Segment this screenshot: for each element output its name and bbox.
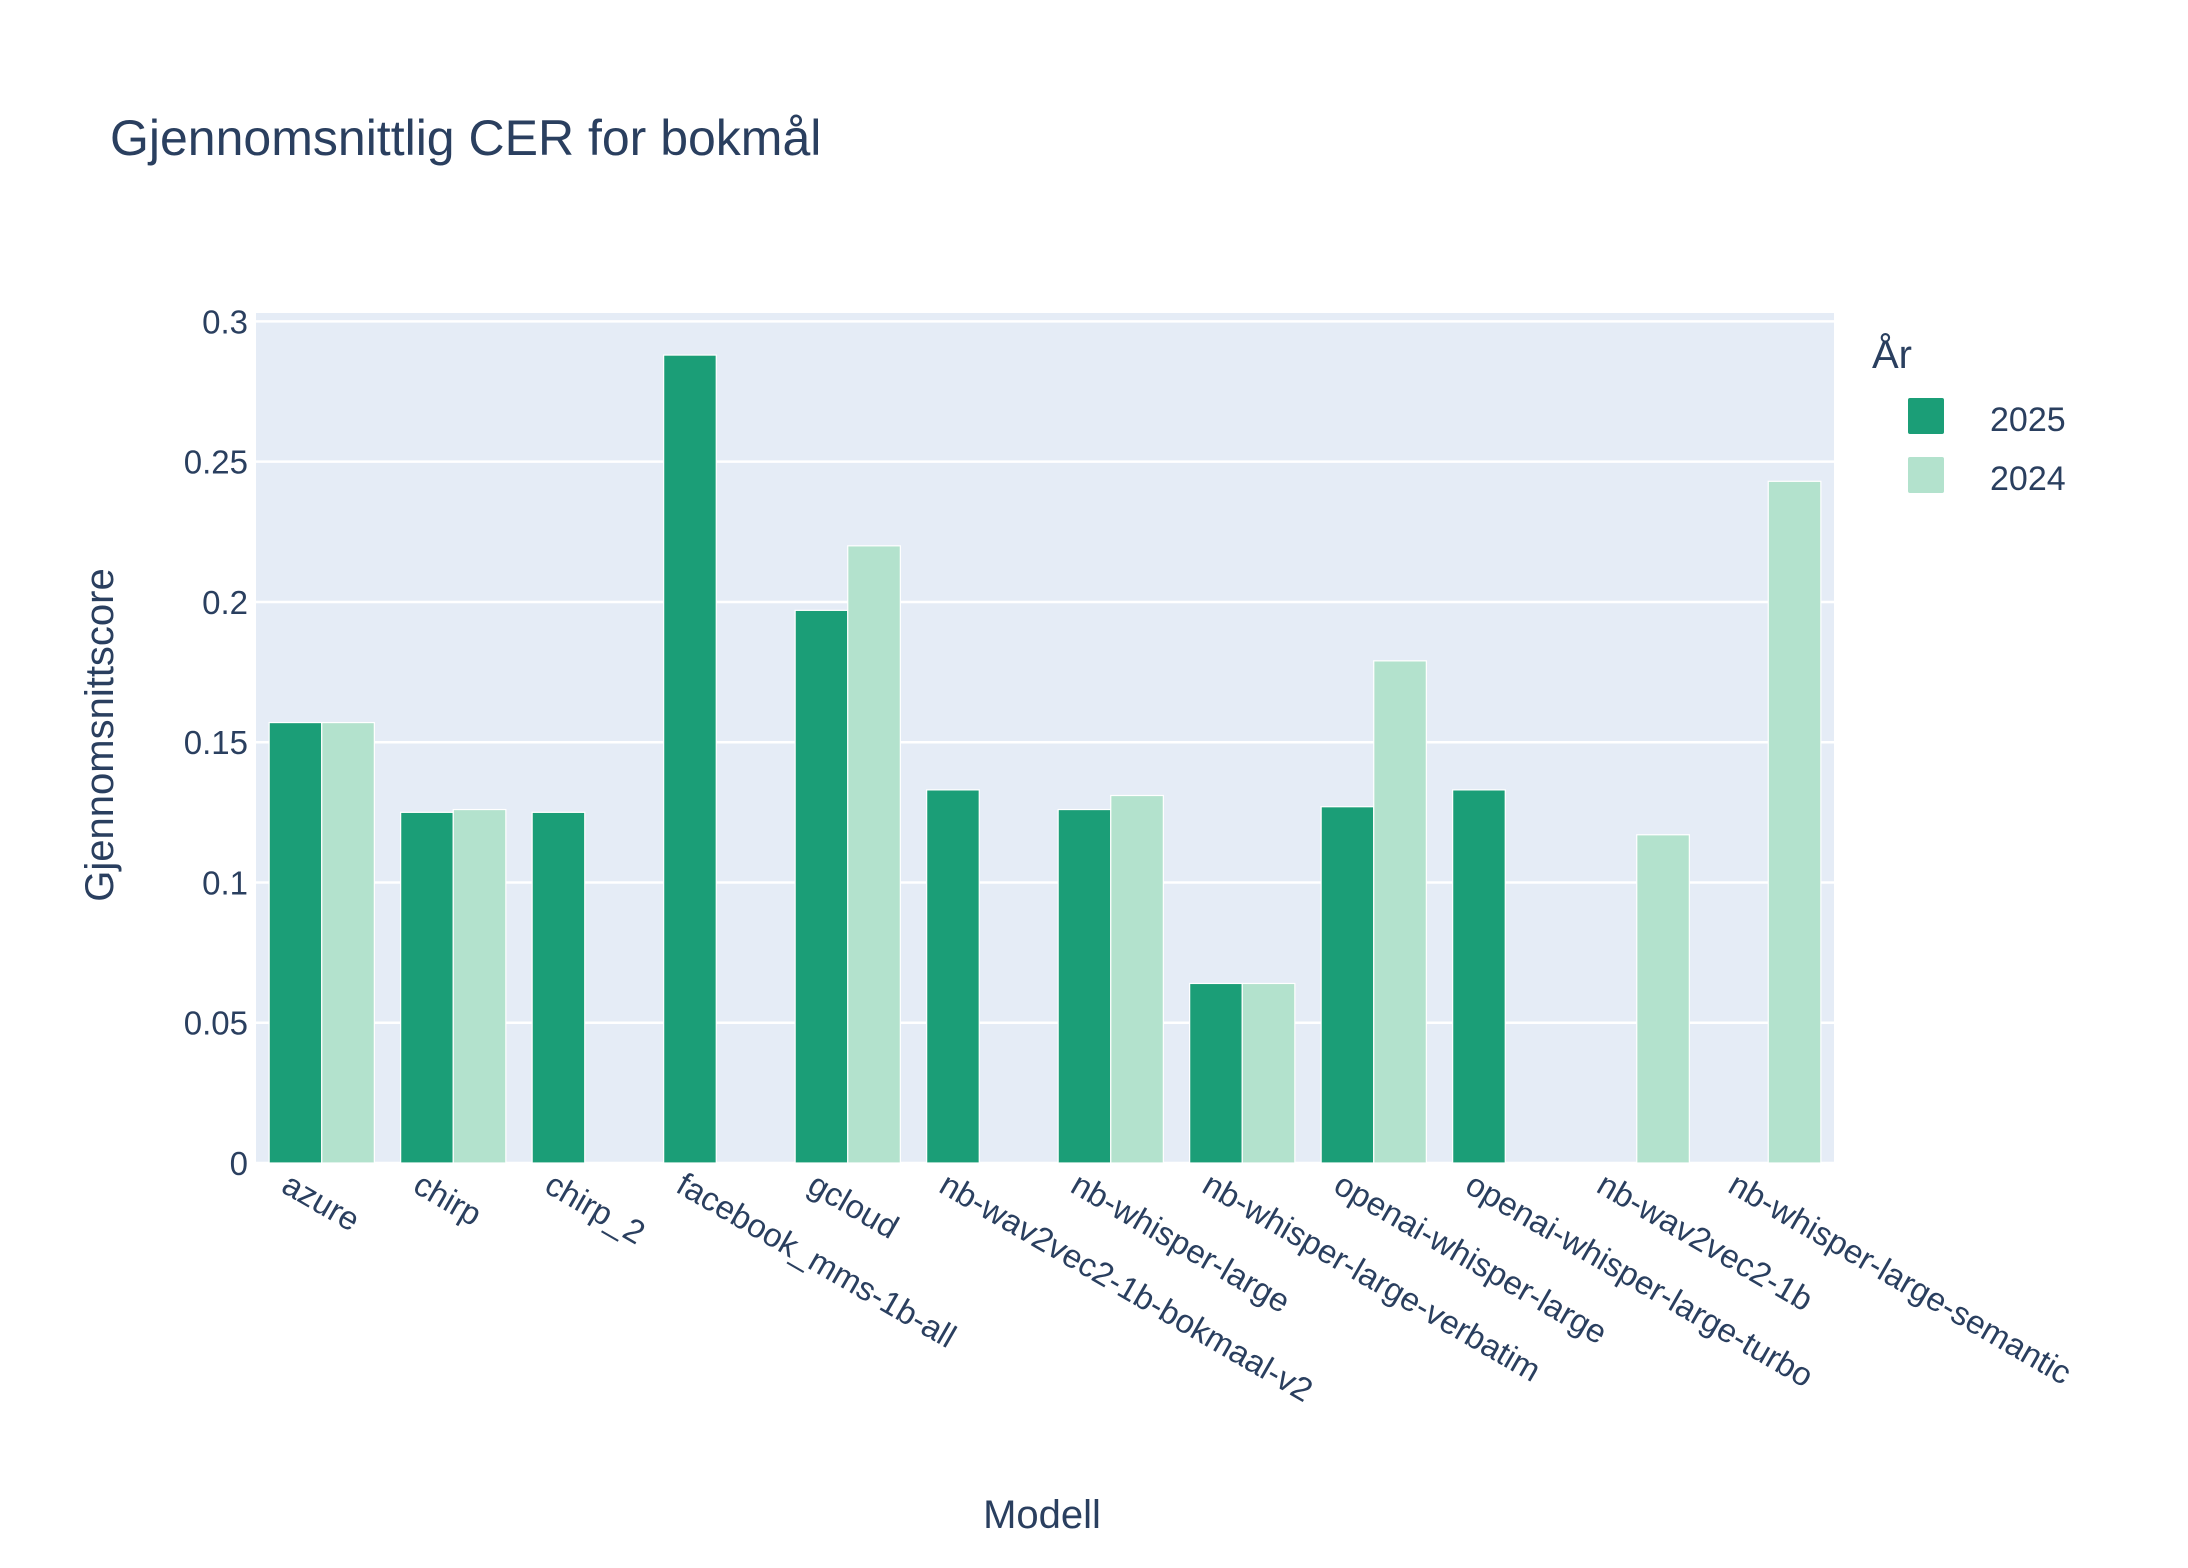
bar-2025-gcloud[interactable] bbox=[794, 609, 849, 1164]
bar-2025-chirp[interactable] bbox=[400, 811, 454, 1164]
bar-2024-openai-whisper-large[interactable] bbox=[1373, 660, 1427, 1164]
bar-2025-azure[interactable] bbox=[268, 721, 323, 1164]
x-tick-labels: azure chirp chirp_2 facebook_mms-1b-allgclo… bbox=[276, 1165, 2078, 1409]
x-axis-title: Modell bbox=[983, 1493, 1101, 1537]
bar-2024-chirp[interactable] bbox=[452, 808, 507, 1164]
bar-2024-nb-whisper-large-verbatim[interactable] bbox=[1241, 982, 1296, 1164]
y-tick-label: 0.15 bbox=[184, 724, 248, 761]
legend-swatch-2025 bbox=[1908, 398, 1944, 434]
legend-item-2025[interactable]: 2025 bbox=[1908, 398, 2066, 439]
bar-2025-openai-whisper-large[interactable] bbox=[1320, 806, 1375, 1164]
legend-swatch-2024 bbox=[1908, 457, 1944, 493]
chart-title: Gjennomsnittlig CER for bokmål bbox=[110, 110, 821, 166]
bar-2025-chirp_2[interactable] bbox=[531, 811, 586, 1164]
y-tick-labels: 0 0.05 0.1 0.15 0.2 0.25 0.3 bbox=[184, 303, 248, 1182]
y-tick-label: 0 bbox=[230, 1145, 248, 1182]
bars bbox=[268, 354, 1822, 1164]
bar-2024-nb-wav2vec2-1b[interactable] bbox=[1636, 834, 1690, 1164]
y-tick-label: 0.2 bbox=[202, 584, 248, 621]
bar-2025-nb-whisper-large-verbatim[interactable] bbox=[1189, 982, 1243, 1164]
legend-label-2024: 2024 bbox=[1990, 460, 2066, 498]
series-2024 bbox=[321, 480, 1822, 1164]
plot-background bbox=[256, 313, 1834, 1163]
y-tick-label: 0.25 bbox=[184, 444, 248, 481]
bar-2025-facebook_mms-1b-all[interactable] bbox=[663, 354, 717, 1164]
bar-2025-nb-whisper-large[interactable] bbox=[1057, 808, 1112, 1164]
legend-label-2025: 2025 bbox=[1990, 401, 2066, 439]
y-gridlines bbox=[256, 320, 1834, 1165]
legend-item-2024[interactable]: 2024 bbox=[1908, 457, 2066, 498]
bar-2025-nb-wav2vec2-1b-bokmaal-v2[interactable] bbox=[926, 789, 980, 1164]
series-2025 bbox=[268, 354, 1506, 1164]
bar-2024-nb-whisper-large-semantic[interactable] bbox=[1767, 480, 1822, 1164]
legend-title: År bbox=[1872, 332, 1912, 377]
bar-2024-azure[interactable] bbox=[321, 721, 375, 1164]
y-tick-label: 0.05 bbox=[184, 1005, 248, 1042]
legend: År 2025 2024 bbox=[1872, 332, 2066, 498]
y-axis-title: Gjennomsnittscore bbox=[78, 568, 122, 901]
bar-2024-nb-whisper-large[interactable] bbox=[1110, 794, 1164, 1164]
y-tick-label: 0.3 bbox=[202, 303, 248, 340]
plot-area bbox=[256, 313, 1834, 1165]
bar-2025-openai-whisper-large-turbo[interactable] bbox=[1452, 789, 1506, 1164]
bar-2024-gcloud[interactable] bbox=[847, 545, 901, 1164]
y-tick-label: 0.1 bbox=[202, 864, 248, 901]
